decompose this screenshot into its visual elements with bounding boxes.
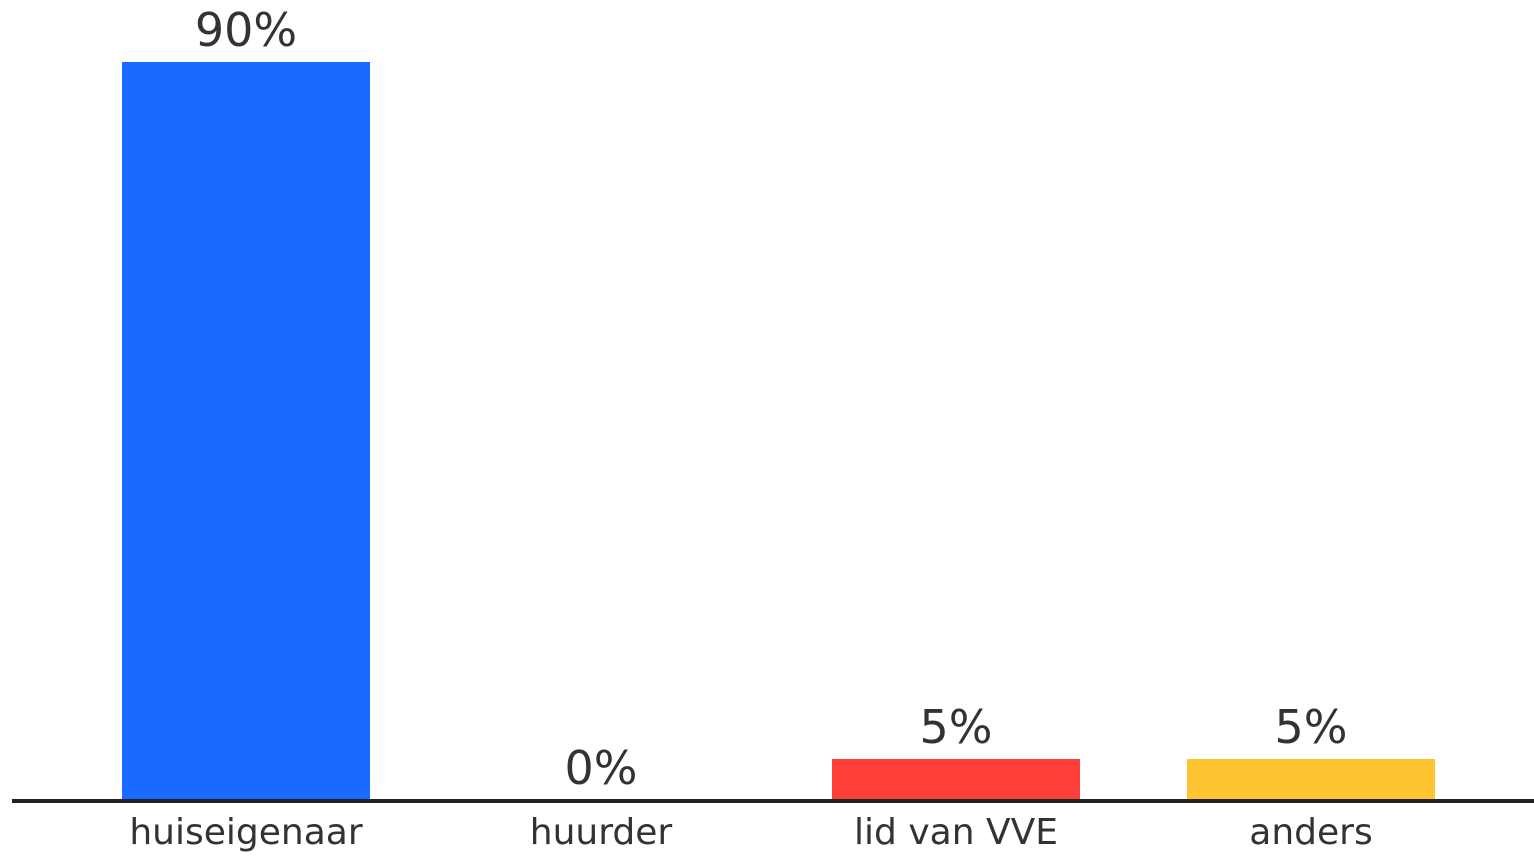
bar-lid-van-vve <box>832 759 1080 800</box>
value-label-anders: 5% <box>1275 700 1348 754</box>
category-label-huiseigenaar: huiseigenaar <box>129 812 362 853</box>
value-label-huiseigenaar: 90% <box>195 3 297 57</box>
bar-huiseigenaar <box>122 62 370 800</box>
value-labels-group: 90% 0% 5% 5% <box>195 3 1348 795</box>
category-label-anders: anders <box>1249 812 1372 853</box>
category-labels-group: huiseigenaar huurder lid van VVE anders <box>129 812 1372 853</box>
category-label-lid-van-vve: lid van VVE <box>854 812 1058 853</box>
category-label-huurder: huurder <box>530 812 673 853</box>
value-label-huurder: 0% <box>565 741 638 795</box>
bars-group <box>122 62 1435 800</box>
value-label-lid-van-vve: 5% <box>920 700 993 754</box>
bar-anders <box>1187 759 1435 800</box>
